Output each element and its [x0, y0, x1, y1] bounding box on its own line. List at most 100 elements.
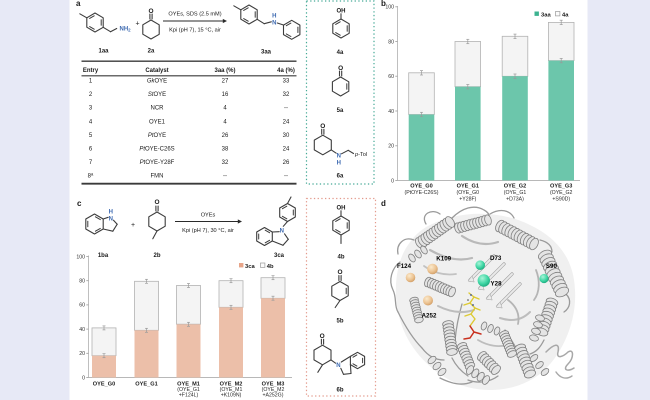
- svg-text:4a: 4a: [337, 50, 344, 56]
- svg-text:2a: 2a: [148, 49, 155, 55]
- svg-text:100: 100: [76, 254, 85, 260]
- svg-text:+A252G): +A252G): [263, 392, 284, 398]
- svg-text:--: --: [284, 174, 288, 180]
- svg-text:N: N: [337, 154, 341, 160]
- svg-text:N: N: [272, 20, 276, 26]
- svg-text:OYE_M1: OYE_M1: [177, 381, 200, 387]
- svg-text:OYE_G1: OYE_G1: [135, 381, 157, 387]
- svg-text:8a: 8a: [88, 172, 94, 180]
- svg-text:O: O: [154, 199, 159, 206]
- svg-text:1ba: 1ba: [98, 253, 109, 259]
- svg-text:24: 24: [283, 119, 290, 125]
- svg-text:+Y28F): +Y28F): [459, 196, 476, 202]
- svg-text:OYEs: OYEs: [201, 212, 216, 218]
- svg-text:Y28: Y28: [491, 281, 503, 288]
- svg-text:NCR: NCR: [151, 106, 165, 112]
- svg-text:38: 38: [222, 147, 229, 153]
- svg-text:+: +: [131, 222, 135, 229]
- svg-text:6a: 6a: [337, 174, 344, 180]
- svg-text:O: O: [320, 123, 325, 130]
- svg-text:(OYE_M1: (OYE_M1: [220, 387, 243, 393]
- svg-text:OYE_G1: OYE_G1: [457, 183, 479, 189]
- svg-text:+F124L): +F124L): [179, 392, 199, 398]
- svg-text:+S90D): +S90D): [552, 196, 570, 202]
- svg-text:O: O: [338, 65, 343, 72]
- svg-text:(PtOYE-C26S): (PtOYE-C26S): [404, 190, 438, 196]
- svg-text:d: d: [381, 199, 386, 208]
- svg-text:80: 80: [79, 279, 85, 285]
- svg-text:PtOYE: PtOYE: [148, 133, 166, 139]
- svg-text:1: 1: [89, 79, 93, 85]
- svg-text:Kpi (pH 7), 30 °C, air: Kpi (pH 7), 30 °C, air: [182, 228, 234, 234]
- svg-text:4b: 4b: [337, 255, 344, 261]
- svg-text:--: --: [223, 174, 227, 180]
- svg-text:4b: 4b: [267, 264, 274, 270]
- svg-text:3ca: 3ca: [274, 253, 285, 259]
- svg-text:S90: S90: [546, 263, 558, 270]
- svg-text:N: N: [336, 363, 340, 369]
- svg-text:A252: A252: [422, 313, 437, 320]
- svg-text:OYE_M2: OYE_M2: [220, 381, 243, 387]
- svg-text:N: N: [280, 228, 284, 234]
- svg-text:0: 0: [391, 178, 394, 184]
- svg-text:100: 100: [385, 5, 394, 11]
- svg-text:c: c: [77, 199, 82, 208]
- svg-text:H: H: [109, 209, 113, 215]
- svg-text:b: b: [381, 0, 386, 8]
- svg-text:Entry: Entry: [83, 68, 99, 74]
- svg-text:4: 4: [223, 106, 227, 112]
- svg-text:3aa: 3aa: [261, 50, 272, 56]
- svg-text:32: 32: [222, 160, 229, 166]
- svg-text:OYE_G0: OYE_G0: [93, 381, 115, 387]
- svg-text:20: 20: [79, 351, 85, 357]
- svg-text:--: --: [284, 106, 288, 112]
- svg-text:PtOYE-C26S: PtOYE-C26S: [139, 147, 174, 153]
- svg-text:4a: 4a: [562, 12, 569, 18]
- svg-text:80: 80: [388, 39, 394, 45]
- svg-text:Kpi (pH 7), 15 °C, air: Kpi (pH 7), 15 °C, air: [169, 28, 221, 34]
- svg-text:(OYE_G1: (OYE_G1: [177, 387, 200, 393]
- svg-text:OYE_G3: OYE_G3: [550, 183, 572, 189]
- svg-text:+K109N): +K109N): [221, 392, 242, 398]
- svg-text:(OYE_M2: (OYE_M2: [262, 387, 285, 393]
- svg-text:OH: OH: [337, 206, 346, 212]
- svg-text:OYE_M3: OYE_M3: [262, 381, 285, 387]
- svg-text:FMN: FMN: [151, 174, 164, 180]
- svg-text:26: 26: [222, 133, 229, 139]
- svg-text:(OYE_G2: (OYE_G2: [550, 190, 573, 196]
- svg-text:+D73A): +D73A): [506, 196, 524, 202]
- svg-text:(OYE_G0: (OYE_G0: [457, 190, 480, 196]
- svg-text:O: O: [337, 269, 342, 276]
- svg-text:1aa: 1aa: [98, 49, 109, 55]
- svg-text:GkOYE: GkOYE: [147, 79, 167, 85]
- svg-text:O: O: [148, 8, 153, 15]
- svg-text:OH: OH: [337, 9, 346, 15]
- svg-text:7: 7: [89, 160, 93, 166]
- svg-text:32: 32: [283, 92, 290, 98]
- svg-text:6: 6: [89, 147, 93, 153]
- svg-text:F124: F124: [397, 263, 412, 270]
- svg-text:30: 30: [283, 133, 290, 139]
- svg-text:33: 33: [283, 79, 290, 85]
- svg-text:4: 4: [223, 119, 227, 125]
- svg-text:4: 4: [89, 119, 93, 125]
- svg-text:2: 2: [89, 92, 93, 98]
- svg-text:3ca: 3ca: [245, 264, 255, 270]
- svg-text:H: H: [337, 161, 341, 167]
- svg-text:OYEs, SDS (2.5 mM): OYEs, SDS (2.5 mM): [168, 12, 221, 18]
- svg-text:O: O: [320, 333, 325, 340]
- svg-text:2b: 2b: [153, 253, 160, 259]
- svg-text:+: +: [135, 21, 139, 28]
- svg-text:27: 27: [222, 79, 229, 85]
- svg-text:5: 5: [89, 133, 93, 139]
- svg-text:OYE_G2: OYE_G2: [504, 183, 526, 189]
- svg-text:StOYE: StOYE: [148, 92, 166, 98]
- svg-text:OYE_G0: OYE_G0: [410, 183, 432, 189]
- svg-text:N: N: [109, 217, 113, 223]
- svg-text:0: 0: [82, 375, 85, 381]
- svg-text:H: H: [272, 14, 276, 20]
- svg-text:(OYE_G1: (OYE_G1: [504, 190, 527, 196]
- svg-text:a: a: [76, 0, 81, 8]
- svg-text:3: 3: [89, 106, 93, 112]
- svg-text:3aa: 3aa: [541, 12, 551, 18]
